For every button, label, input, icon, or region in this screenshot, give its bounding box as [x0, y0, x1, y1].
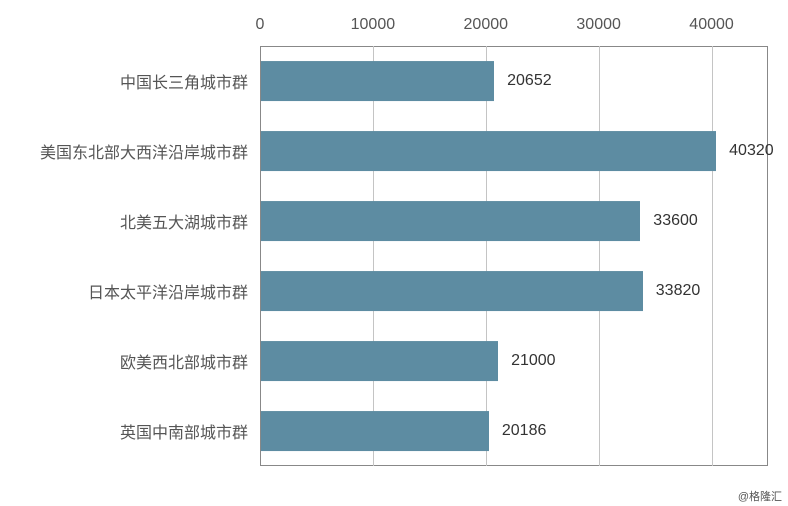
category-label: 中国长三角城市群: [120, 69, 248, 93]
watermark: @格隆汇: [738, 488, 782, 504]
x-tick-label: 30000: [576, 16, 621, 34]
x-tick-label: 40000: [689, 16, 734, 34]
bar-value-label: 20186: [502, 422, 547, 440]
category-label: 北美五大湖城市群: [120, 209, 248, 233]
x-tick-label: 10000: [351, 16, 396, 34]
bar: [261, 341, 498, 381]
bar-value-label: 21000: [511, 352, 556, 370]
gridline: [486, 46, 487, 466]
x-tick-label: 20000: [464, 16, 509, 34]
category-label: 英国中南部城市群: [120, 419, 248, 443]
bar-value-label: 40320: [729, 142, 774, 160]
bar: [261, 201, 640, 241]
category-label: 日本太平洋沿岸城市群: [88, 279, 248, 303]
category-label: 欧美西北部城市群: [120, 349, 248, 373]
bar: [261, 271, 643, 311]
chart-container: 0 10000 20000 30000 40000 中国长三角城市群美国东北部大西洋沿岸…: [0, 0, 788, 506]
category-label: 美国东北部大西洋沿岸城市群: [40, 139, 248, 163]
watermark-text: @格隆汇: [738, 491, 782, 503]
bar-value-label: 33820: [656, 282, 701, 300]
bar: [261, 131, 716, 171]
gridline: [712, 46, 713, 466]
gridline: [599, 46, 600, 466]
bar: [261, 61, 494, 101]
plot-border: [260, 46, 768, 466]
bar-value-label: 20652: [507, 72, 552, 90]
x-tick-label: 0: [256, 16, 265, 34]
bar: [261, 411, 489, 451]
bar-value-label: 33600: [653, 212, 698, 230]
gridline: [373, 46, 374, 466]
